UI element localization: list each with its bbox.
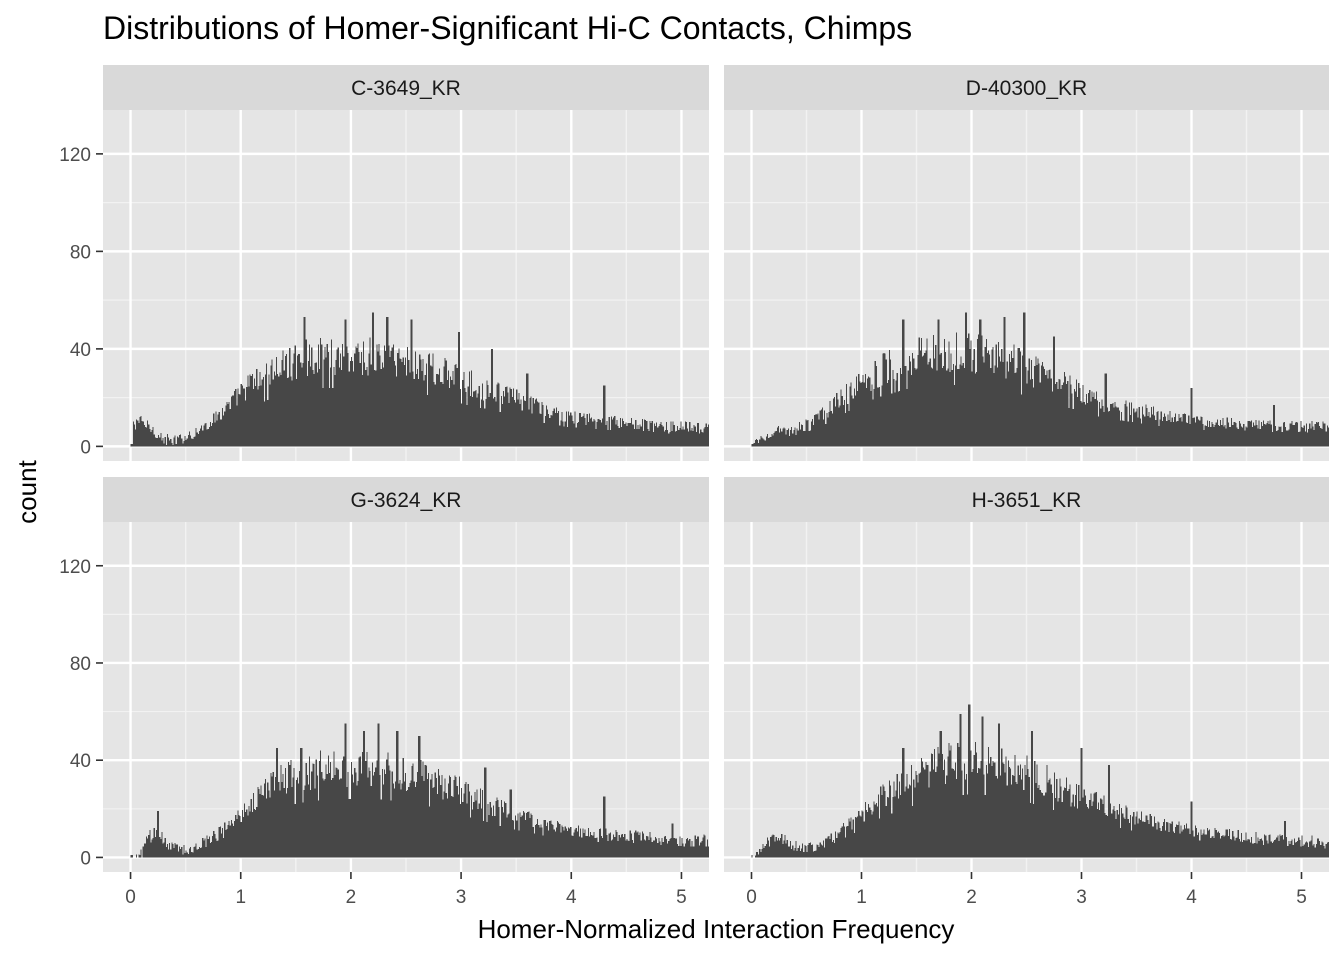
histogram-bar <box>130 723 710 858</box>
y-tick-label: 0 <box>80 437 91 458</box>
facet-strip <box>724 477 1329 522</box>
histogram-bars <box>130 723 710 858</box>
y-tick-label: 80 <box>70 654 91 675</box>
y-tick-label: 0 <box>80 848 91 869</box>
facet-strip-label: D-40300_KR <box>966 77 1087 100</box>
x-axis-title: Homer-Normalized Interaction Frequency <box>478 914 955 944</box>
facet-panel: D-40300_KR <box>724 65 1329 461</box>
facet-panel: G-3624_KR 0 40 80 120 0 1 2 3 4 5 <box>59 477 710 908</box>
facet-panels: C-3649_KR04080120D-40300_KRG-3624_KR0408… <box>59 65 1329 908</box>
x-tick-label: 0 <box>125 887 136 908</box>
y-tick-label: 40 <box>70 751 91 772</box>
facet-strip-label: G-3624_KR <box>351 489 462 512</box>
facet-panel: H-3651_KR 0 1 2 3 4 5 <box>724 477 1329 908</box>
facet-strip <box>103 65 709 110</box>
x-tick-label: 4 <box>566 887 577 908</box>
histogram-bars <box>751 312 1329 447</box>
x-tick-label: 2 <box>346 887 357 908</box>
facet-strip-label: C-3649_KR <box>351 77 461 100</box>
histogram-bars <box>751 704 1329 858</box>
histogram-bars <box>130 312 710 447</box>
x-tick-label: 3 <box>456 887 467 908</box>
x-tick-label: 5 <box>676 887 687 908</box>
facet-panel: C-3649_KR 0 40 80 120 <box>59 65 710 461</box>
y-tick-label: 120 <box>59 557 91 578</box>
facet-strip-label: H-3651_KR <box>972 489 1082 512</box>
x-tick-label: 4 <box>1186 887 1197 908</box>
y-axis-title: count <box>12 459 42 523</box>
x-tick-label: 1 <box>856 887 867 908</box>
y-tick-label: 120 <box>59 145 91 166</box>
y-tick-label: 40 <box>70 340 91 361</box>
histogram-bar <box>130 312 710 447</box>
x-tick-label: 1 <box>235 887 246 908</box>
y-tick-label: 80 <box>70 242 91 263</box>
facet-strip <box>724 65 1329 110</box>
x-tick-label: 2 <box>966 887 977 908</box>
x-tick-label: 0 <box>746 887 757 908</box>
histogram-bar <box>751 312 1329 447</box>
chart-title: Distributions of Homer-Significant Hi-C … <box>103 10 912 46</box>
histogram-bar <box>751 704 1329 858</box>
x-tick-label: 5 <box>1296 887 1307 908</box>
x-tick-label: 3 <box>1076 887 1087 908</box>
facet-strip <box>103 477 709 522</box>
